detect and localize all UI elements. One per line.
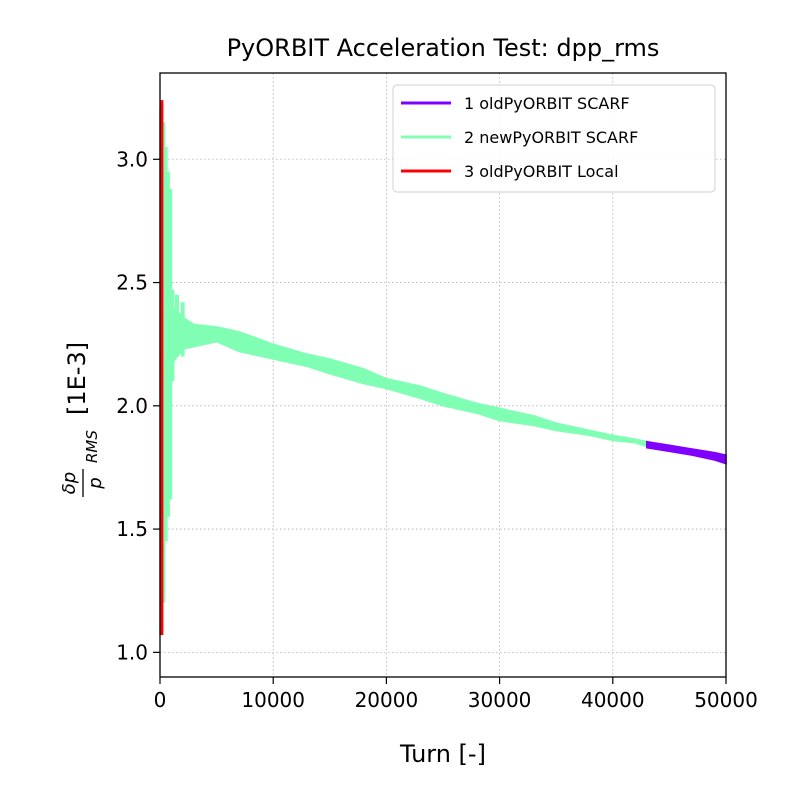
x-tick-label: 30000 (468, 688, 532, 712)
y-axis-title-unit: [1E-3] (63, 342, 91, 415)
legend-label-series-2: 2 newPyORBIT SCARF (464, 128, 638, 147)
x-tick-label: 40000 (581, 688, 645, 712)
y-tick-label: 3.0 (116, 147, 148, 171)
y-tick-label: 2.5 (116, 271, 148, 295)
y-axis-title: δp p RMS [1E-3] (59, 342, 106, 497)
y-tick-label: 2.0 (116, 394, 148, 418)
series-3-strip (160, 100, 164, 636)
x-tick-label: 20000 (355, 688, 419, 712)
x-tick-label: 10000 (241, 688, 305, 712)
chart-title: PyORBIT Acceleration Test: dpp_rms (227, 34, 660, 62)
legend-box (392, 84, 716, 193)
data-layer (159, 100, 727, 636)
y-axis-title-denominator: p (85, 477, 106, 489)
ticks-layer: 0 10000 20000 30000 40000 50000 1.0 1.5 2.0 2.5 3.… (116, 147, 758, 712)
x-tick-label: 50000 (694, 688, 758, 712)
y-axis-title-subscript: RMS (83, 430, 101, 463)
y-tick-label: 1.5 (116, 517, 148, 541)
x-axis-title: Turn [-] (399, 740, 486, 768)
y-tick-label: 1.0 (116, 640, 148, 664)
y-axis-title-numerator: δp (59, 472, 80, 494)
legend-label-series-1: 1 oldPyORBIT SCARF (464, 94, 630, 113)
axes-frame (159, 72, 727, 678)
legend: 1 oldPyORBIT SCARF 2 newPyORBIT SCARF 3 … (392, 84, 716, 193)
legend-label-series-3: 3 oldPyORBIT Local (464, 162, 619, 181)
x-tick-label: 0 (154, 688, 167, 712)
